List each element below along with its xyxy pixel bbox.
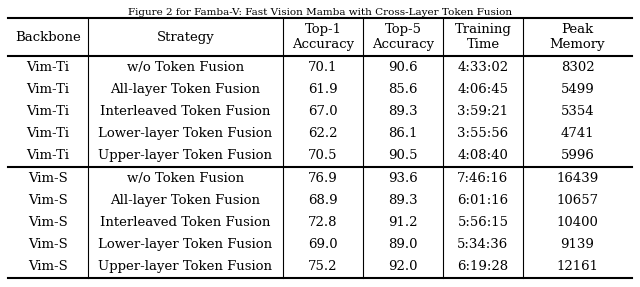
Text: 70.1: 70.1 (308, 61, 338, 73)
Text: 6:19:28: 6:19:28 (458, 260, 509, 274)
Text: All-layer Token Fusion: All-layer Token Fusion (111, 194, 260, 207)
Text: 5354: 5354 (561, 105, 595, 118)
Text: 5499: 5499 (561, 83, 595, 96)
Text: 16439: 16439 (556, 172, 598, 185)
Text: 91.2: 91.2 (388, 216, 418, 229)
Text: 7:46:16: 7:46:16 (458, 172, 509, 185)
Text: 5:56:15: 5:56:15 (458, 216, 509, 229)
Text: 4741: 4741 (561, 127, 595, 140)
Text: Strategy: Strategy (157, 30, 214, 44)
Text: w/o Token Fusion: w/o Token Fusion (127, 61, 244, 73)
Text: 67.0: 67.0 (308, 105, 338, 118)
Text: 4:06:45: 4:06:45 (458, 83, 509, 96)
Text: 5996: 5996 (561, 150, 595, 162)
Text: 89.3: 89.3 (388, 194, 418, 207)
Text: Interleaved Token Fusion: Interleaved Token Fusion (100, 216, 271, 229)
Text: 61.9: 61.9 (308, 83, 338, 96)
Text: 12161: 12161 (557, 260, 598, 274)
Text: Vim-Ti: Vim-Ti (26, 105, 70, 118)
Text: 8302: 8302 (561, 61, 595, 73)
Text: 92.0: 92.0 (388, 260, 418, 274)
Text: 6:01:16: 6:01:16 (458, 194, 509, 207)
Text: 72.8: 72.8 (308, 216, 338, 229)
Text: Training
Time: Training Time (454, 23, 511, 51)
Text: 3:59:21: 3:59:21 (458, 105, 509, 118)
Text: 75.2: 75.2 (308, 260, 338, 274)
Text: Top-5
Accuracy: Top-5 Accuracy (372, 23, 434, 51)
Text: 85.6: 85.6 (388, 83, 418, 96)
Text: Vim-Ti: Vim-Ti (26, 150, 70, 162)
Text: 4:33:02: 4:33:02 (458, 61, 509, 73)
Text: Vim-S: Vim-S (28, 172, 68, 185)
Text: Lower-layer Token Fusion: Lower-layer Token Fusion (99, 127, 273, 140)
Text: All-layer Token Fusion: All-layer Token Fusion (111, 83, 260, 96)
Text: Top-1
Accuracy: Top-1 Accuracy (292, 23, 354, 51)
Text: Upper-layer Token Fusion: Upper-layer Token Fusion (99, 150, 273, 162)
Text: Vim-Ti: Vim-Ti (26, 61, 70, 73)
Text: Vim-Ti: Vim-Ti (26, 127, 70, 140)
Text: 10400: 10400 (557, 216, 598, 229)
Text: 90.5: 90.5 (388, 150, 418, 162)
Text: Vim-S: Vim-S (28, 216, 68, 229)
Text: 76.9: 76.9 (308, 172, 338, 185)
Text: 86.1: 86.1 (388, 127, 418, 140)
Text: 90.6: 90.6 (388, 61, 418, 73)
Text: 69.0: 69.0 (308, 238, 338, 251)
Text: 5:34:36: 5:34:36 (458, 238, 509, 251)
Text: 4:08:40: 4:08:40 (458, 150, 508, 162)
Text: Lower-layer Token Fusion: Lower-layer Token Fusion (99, 238, 273, 251)
Text: Upper-layer Token Fusion: Upper-layer Token Fusion (99, 260, 273, 274)
Text: 93.6: 93.6 (388, 172, 418, 185)
Text: 89.0: 89.0 (388, 238, 418, 251)
Text: Interleaved Token Fusion: Interleaved Token Fusion (100, 105, 271, 118)
Text: Figure 2 for Famba-V: Fast Vision Mamba with Cross-Layer Token Fusion: Figure 2 for Famba-V: Fast Vision Mamba … (128, 8, 512, 17)
Text: Vim-Ti: Vim-Ti (26, 83, 70, 96)
Text: Vim-S: Vim-S (28, 194, 68, 207)
Text: Peak
Memory: Peak Memory (550, 23, 605, 51)
Text: Backbone: Backbone (15, 30, 81, 44)
Text: Vim-S: Vim-S (28, 238, 68, 251)
Text: Vim-S: Vim-S (28, 260, 68, 274)
Text: 89.3: 89.3 (388, 105, 418, 118)
Text: 70.5: 70.5 (308, 150, 338, 162)
Text: 10657: 10657 (556, 194, 598, 207)
Text: w/o Token Fusion: w/o Token Fusion (127, 172, 244, 185)
Text: 3:55:56: 3:55:56 (458, 127, 509, 140)
Text: 68.9: 68.9 (308, 194, 338, 207)
Text: 62.2: 62.2 (308, 127, 338, 140)
Text: 9139: 9139 (561, 238, 595, 251)
